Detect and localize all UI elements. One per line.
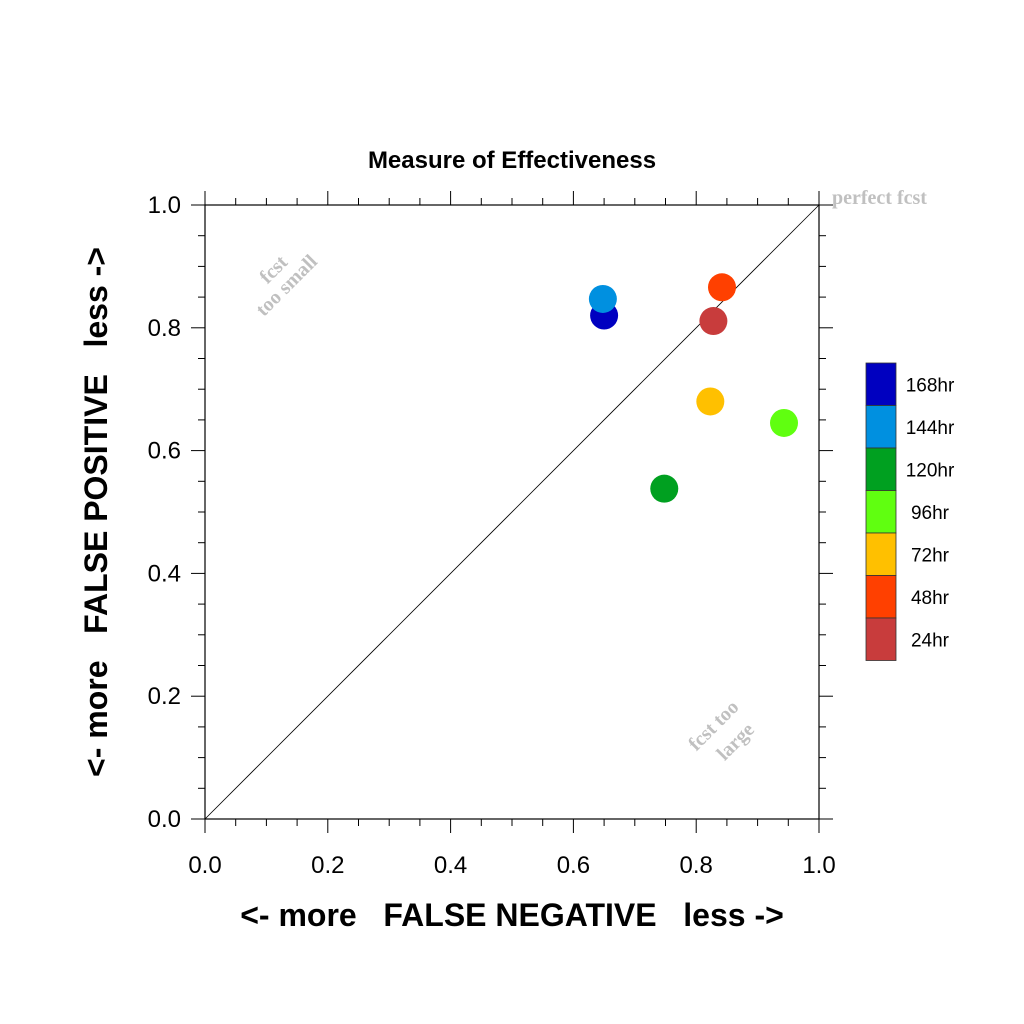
y-axis-label: <- more FALSE POSITIVE less -> — [78, 247, 114, 777]
chart-title: Measure of Effectiveness — [368, 147, 656, 174]
x-axis-label: <- more FALSE NEGATIVE less -> — [240, 897, 784, 933]
x-tick-label: 0.4 — [434, 852, 467, 879]
legend-swatch-96hr — [865, 490, 897, 534]
y-tick-label: 0.4 — [148, 560, 181, 587]
y-tick-label: 0.6 — [148, 438, 181, 465]
legend-label-144hr: 144hr — [906, 418, 955, 439]
x-tick-label: 0.6 — [557, 852, 590, 879]
legend-label-168hr: 168hr — [906, 375, 955, 396]
y-tick-label: 0.2 — [148, 683, 181, 710]
x-tick-label: 0.0 — [188, 852, 221, 879]
x-tick-label: 0.8 — [680, 852, 713, 879]
x-tick-label: 1.0 — [802, 852, 835, 879]
point-144hr — [588, 284, 617, 313]
legend-swatch-168hr — [865, 362, 897, 406]
point-72hr — [696, 387, 725, 416]
point-48hr — [707, 273, 736, 302]
point-24hr — [699, 307, 728, 336]
legend-swatch-144hr — [865, 405, 897, 449]
point-120hr — [650, 474, 679, 503]
legend-label-96hr: 96hr — [911, 503, 950, 524]
annotation-perfect-fcst: perfect fcst — [832, 187, 927, 209]
point-96hr — [770, 408, 799, 437]
annotation-too-small-line2: too small — [252, 250, 322, 320]
legend-swatch-120hr — [865, 447, 897, 491]
x-tick-label: 0.2 — [311, 852, 344, 879]
data-points — [588, 273, 799, 503]
legend-label-120hr: 120hr — [906, 460, 955, 481]
legend-label-72hr: 72hr — [911, 545, 950, 566]
legend-swatch-72hr — [865, 532, 897, 576]
legend: 168hr 144hr 120hr 96hr 72hr 48hr 24hr — [865, 362, 955, 661]
legend-swatch-48hr — [865, 575, 897, 619]
legend-label-24hr: 24hr — [911, 630, 950, 651]
diagonal-reference-line — [204, 204, 820, 820]
y-tick-label: 1.0 — [148, 192, 181, 219]
legend-swatch-24hr — [865, 617, 897, 661]
legend-label-48hr: 48hr — [911, 588, 950, 609]
axis-ticks: 0.0 0.2 0.4 0.6 0.8 1.0 0.0 0.2 0.4 0.6 0.8 1.0 — [148, 191, 836, 879]
y-tick-label: 0.0 — [148, 806, 181, 833]
y-tick-label: 0.8 — [148, 315, 181, 342]
